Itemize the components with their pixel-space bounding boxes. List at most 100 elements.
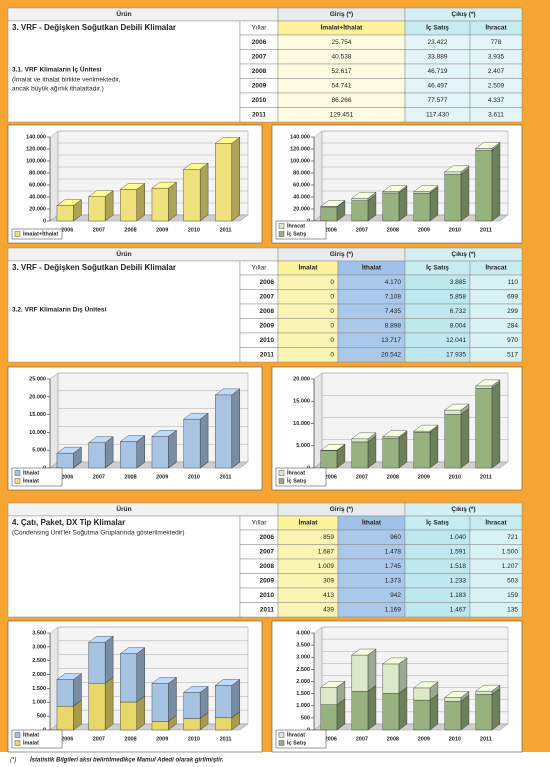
legend-box xyxy=(11,228,63,240)
legend-swatch xyxy=(278,740,285,746)
table-value: 86.266 xyxy=(332,97,352,104)
table-cell xyxy=(7,7,279,22)
y-tick-label: 20.000 xyxy=(293,376,310,382)
legend-label: İhracat xyxy=(287,469,305,476)
y-tick-label: 80.000 xyxy=(29,170,46,176)
table-value: 40.538 xyxy=(332,53,352,60)
legend-label: İç Satış xyxy=(287,477,306,484)
header-cell: Ürün xyxy=(116,504,131,513)
table-value: 2009 xyxy=(260,577,275,584)
table-value: 77.577 xyxy=(428,97,448,104)
bar xyxy=(120,701,137,731)
bar xyxy=(351,198,369,201)
table-value: 1.467 xyxy=(450,606,467,613)
legend-swatch xyxy=(278,478,285,484)
x-tick-label: 2010 xyxy=(449,227,461,233)
y-tick-label: 120.000 xyxy=(26,146,46,152)
y-tick-label: 20.000 xyxy=(29,394,46,400)
legend-swatch xyxy=(14,478,21,484)
bar-side xyxy=(398,686,408,731)
bar xyxy=(320,450,338,469)
table-value: 8.004 xyxy=(450,322,467,329)
bar xyxy=(475,385,493,389)
bar-top xyxy=(413,185,439,192)
x-tick-label: 2011 xyxy=(220,227,232,233)
y-tick-label: 1.500 xyxy=(32,686,46,692)
table-value: 20.542 xyxy=(381,351,401,358)
table-value: 1.591 xyxy=(450,548,467,555)
x-tick-label: 2011 xyxy=(480,736,492,742)
bar-side xyxy=(136,183,145,222)
bar-top xyxy=(382,657,408,665)
bar xyxy=(56,679,74,707)
table-value: 0 xyxy=(330,322,334,329)
legend-swatch xyxy=(14,740,21,746)
section-title: 3. VRF - Değişken Soğutkan Debili Klimal… xyxy=(12,263,176,272)
y-tick-label: 2.500 xyxy=(32,658,46,664)
bar-top xyxy=(413,681,439,689)
table-value: 413 xyxy=(323,592,334,599)
bar-top xyxy=(214,679,241,686)
x-tick-label: 2009 xyxy=(156,736,168,742)
column-header: Yıllar xyxy=(252,520,268,527)
table-value: 5.858 xyxy=(450,293,467,300)
bar-top xyxy=(320,681,346,688)
y-tick-label: 20.000 xyxy=(29,206,46,212)
bar xyxy=(413,699,431,731)
bar xyxy=(444,697,462,702)
table-value: 2011 xyxy=(260,606,274,613)
bar xyxy=(444,701,462,731)
table-value: 2008 xyxy=(252,68,267,75)
x-tick-label: 2007 xyxy=(356,474,368,480)
table-value: 299 xyxy=(507,308,518,315)
table-cell xyxy=(277,289,339,305)
table-value: 2.407 xyxy=(488,68,505,75)
bar xyxy=(444,409,462,415)
bar-top xyxy=(151,181,178,189)
x-tick-label: 2007 xyxy=(93,474,105,480)
x-tick-label: 2010 xyxy=(449,736,461,742)
legend-swatch xyxy=(278,470,285,476)
table-value: 2009 xyxy=(260,322,275,329)
y-tick-label: 5.000 xyxy=(32,448,46,454)
bar-side xyxy=(367,685,377,731)
x-tick-label: 2010 xyxy=(188,736,200,742)
x-tick-label: 2008 xyxy=(387,736,399,742)
header-cell: Giriş (*) xyxy=(330,506,353,513)
table-value: 2008 xyxy=(260,308,275,315)
bar-top xyxy=(382,430,408,437)
bar-side xyxy=(460,168,470,222)
column-header: İhracat xyxy=(485,519,507,527)
legend-label: İhracat xyxy=(287,731,305,738)
column-header: Yıllar xyxy=(252,265,268,272)
bar-side xyxy=(231,388,240,469)
table-value: 1.169 xyxy=(385,606,402,613)
bar xyxy=(56,705,74,731)
y-tick-label: 3.000 xyxy=(296,655,310,661)
y-tick-label: 3.500 xyxy=(32,630,46,636)
bar xyxy=(320,687,338,705)
x-tick-label: 2007 xyxy=(93,736,105,742)
bar xyxy=(151,187,169,222)
legend-swatch xyxy=(278,231,285,237)
bar xyxy=(151,436,169,469)
bar xyxy=(413,192,431,222)
y-tick-label: 10.000 xyxy=(293,421,310,427)
column-header: İhracat xyxy=(485,24,507,32)
table-value: 778 xyxy=(491,39,502,46)
x-tick-label: 2006 xyxy=(61,736,73,742)
bar xyxy=(475,690,493,695)
bar-side xyxy=(491,688,501,731)
table-value: 12.041 xyxy=(446,337,466,344)
table-value: 517 xyxy=(507,351,518,358)
legend-label: İç Satış xyxy=(287,230,306,237)
table-cell xyxy=(7,515,241,618)
bar xyxy=(183,418,201,469)
bar xyxy=(320,206,338,222)
table-value: 1.478 xyxy=(385,548,402,555)
table-value: 1.183 xyxy=(450,592,467,599)
footnote-mark: (*) xyxy=(10,758,16,764)
bar-top xyxy=(151,430,178,437)
table-value: 8.898 xyxy=(385,322,402,329)
table-cell xyxy=(7,247,279,262)
